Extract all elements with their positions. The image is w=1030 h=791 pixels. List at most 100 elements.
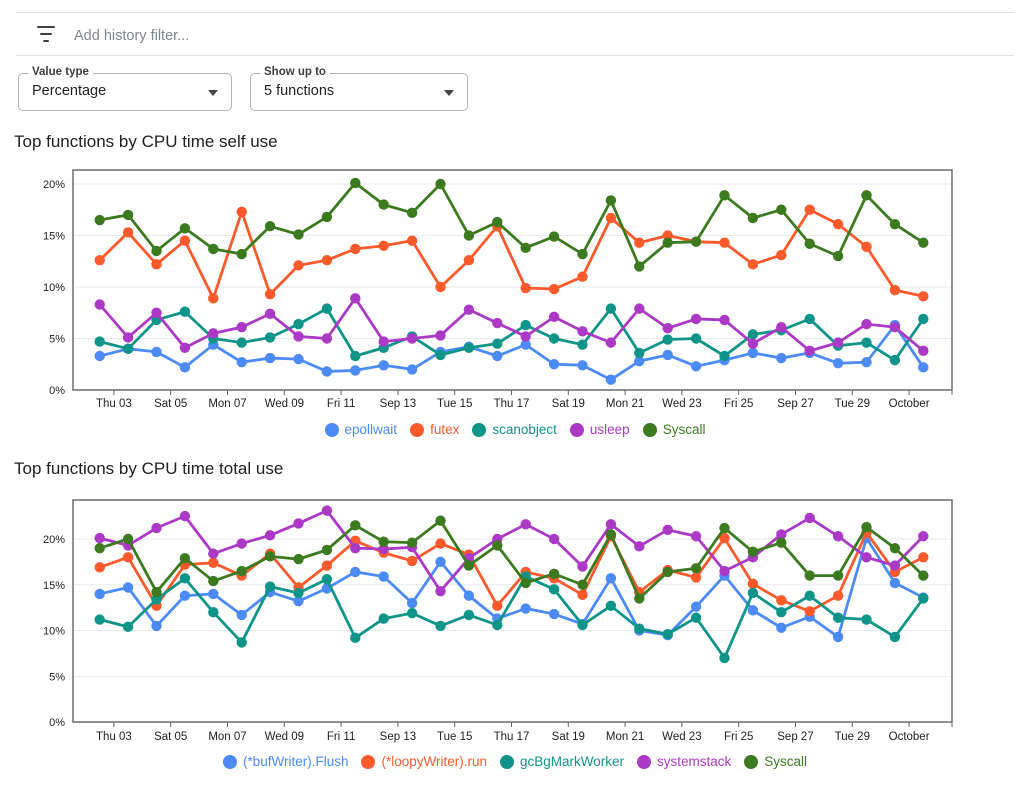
legend-label: epollwait <box>344 422 398 437</box>
svg-text:October: October <box>889 731 930 743</box>
legend-label: gcBgMarkWorker <box>520 754 625 769</box>
series-systemstack <box>94 505 929 597</box>
chart-1-title: Top functions by CPU time self use <box>14 132 278 151</box>
cpu-total-use-legend: (*bufWriter).Flush (*loopyWriter).run gcBg… <box>0 754 1030 769</box>
legend-swatch-icon <box>324 422 339 437</box>
svg-text:Mon 07: Mon 07 <box>208 731 246 743</box>
legend-label: scanobject <box>492 422 557 437</box>
svg-text:Sat 05: Sat 05 <box>154 398 187 410</box>
show-up-to-label: Show up to <box>260 66 330 78</box>
svg-text:10%: 10% <box>43 282 65 294</box>
y-axis-labels: 0% 5% 10% 15% 20% <box>43 179 65 397</box>
svg-text:Sep 13: Sep 13 <box>380 731 416 743</box>
show-up-to-select[interactable]: Show up to 5 functions <box>250 66 468 111</box>
svg-text:Sep 27: Sep 27 <box>777 398 813 410</box>
legend-swatch-icon <box>472 422 487 437</box>
svg-text:Fri 25: Fri 25 <box>724 398 753 410</box>
dropdown-arrow-icon <box>444 90 454 96</box>
svg-text:5%: 5% <box>49 334 65 346</box>
legend-swatch-icon <box>642 422 657 437</box>
svg-text:20%: 20% <box>43 179 65 191</box>
value-type-select[interactable]: Value type Percentage <box>18 66 232 111</box>
svg-text:Wed 23: Wed 23 <box>662 398 701 410</box>
svg-text:Sat 19: Sat 19 <box>552 731 585 743</box>
svg-text:October: October <box>889 398 930 410</box>
filter-line-2 <box>40 32 52 36</box>
x-axis-labels: Thu 03 Sat 05 Mon 07 Wed 09 Fri 11 Sep 13 Tue … <box>96 722 953 743</box>
legend-label: systemstack <box>657 754 732 769</box>
legend-item: gcBgMarkWorker <box>500 754 624 769</box>
svg-text:Tue 29: Tue 29 <box>835 398 870 410</box>
svg-text:20%: 20% <box>43 534 65 546</box>
series-syscall <box>94 177 929 272</box>
history-filter-input[interactable] <box>72 22 636 50</box>
svg-text:Thu 17: Thu 17 <box>494 731 530 743</box>
svg-text:Fri 25: Fri 25 <box>724 731 753 743</box>
cpu-self-use-chart[interactable]: 0% 5% 10% 15% 20% Thu 03 Sat 05 Mon 07 Wed 09 Fri… <box>0 158 1030 414</box>
cpu-self-use-legend: epollwait futex scanobject usleep Syscall <box>0 422 1030 437</box>
y-axis-labels: 0% 5% 10% 15% 20% <box>43 534 65 729</box>
top-divider <box>16 12 1014 13</box>
series-scanobject <box>94 303 929 366</box>
svg-text:15%: 15% <box>43 580 65 592</box>
legend-label: (*bufWriter).Flush <box>242 754 349 769</box>
legend-item: systemstack <box>637 754 731 769</box>
svg-text:Tue 15: Tue 15 <box>437 398 472 410</box>
legend-item: epollwait <box>324 422 398 437</box>
legend-label: Syscall <box>764 754 808 769</box>
chart-2-title: Top functions by CPU time total use <box>14 459 284 478</box>
svg-text:15%: 15% <box>43 231 65 243</box>
legend-swatch-icon <box>410 422 425 437</box>
svg-text:Sep 27: Sep 27 <box>777 731 813 743</box>
svg-text:Tue 15: Tue 15 <box>437 731 472 743</box>
svg-text:Mon 07: Mon 07 <box>208 398 246 410</box>
value-type-label: Value type <box>28 66 93 78</box>
svg-text:Wed 09: Wed 09 <box>265 731 304 743</box>
legend-swatch-icon <box>637 754 652 769</box>
svg-text:Sep 13: Sep 13 <box>380 398 416 410</box>
svg-text:Wed 23: Wed 23 <box>662 731 701 743</box>
series-usleep <box>94 293 929 357</box>
legend-swatch-icon <box>569 422 584 437</box>
svg-text:Thu 03: Thu 03 <box>96 398 132 410</box>
legend-label: futex <box>430 422 460 437</box>
show-up-to-value: 5 functions <box>264 83 335 99</box>
filter-divider <box>16 55 1014 56</box>
svg-text:0%: 0% <box>49 385 65 397</box>
svg-text:Thu 03: Thu 03 <box>96 731 132 743</box>
legend-item: usleep <box>569 422 630 437</box>
plot-border <box>72 169 953 391</box>
legend-item: futex <box>410 422 459 437</box>
legend-swatch-icon <box>222 754 237 769</box>
svg-text:Fri 11: Fri 11 <box>327 398 356 410</box>
filter-line-1 <box>37 26 55 29</box>
svg-text:Sat 19: Sat 19 <box>552 398 585 410</box>
svg-text:10%: 10% <box>43 626 65 638</box>
filter-line-3 <box>43 39 49 42</box>
svg-text:5%: 5% <box>49 671 65 683</box>
legend-swatch-icon <box>361 754 376 769</box>
series-syscall <box>94 515 929 604</box>
series-futex <box>94 204 929 304</box>
legend-item: Syscall <box>744 754 807 769</box>
legend-item: (*bufWriter).Flush <box>222 754 349 769</box>
svg-text:Mon 21: Mon 21 <box>606 731 644 743</box>
x-axis-labels: Thu 03 Sat 05 Mon 07 Wed 09 Fri 11 Sep 13 Tue … <box>96 390 953 410</box>
svg-text:0%: 0% <box>49 717 65 729</box>
legend-swatch-icon <box>744 754 759 769</box>
legend-item: Syscall <box>642 422 706 437</box>
legend-item: scanobject <box>472 422 557 437</box>
dropdown-arrow-icon <box>208 90 218 96</box>
svg-text:Fri 11: Fri 11 <box>327 731 356 743</box>
legend-label: (*loopyWriter).run <box>381 754 487 769</box>
gridlines <box>73 538 952 677</box>
legend-label: Syscall <box>662 422 706 437</box>
svg-text:Sat 05: Sat 05 <box>154 731 187 743</box>
filter-list-icon <box>36 26 56 42</box>
plot-border <box>72 499 953 723</box>
series-gcbgmarkworker <box>94 571 929 664</box>
cpu-total-use-chart[interactable]: 0% 5% 10% 15% 20% Thu 03 Sat 05 Mon 07 Wed 09 Fri… <box>0 488 1030 750</box>
svg-text:Thu 17: Thu 17 <box>494 398 530 410</box>
legend-item: (*loopyWriter).run <box>361 754 487 769</box>
